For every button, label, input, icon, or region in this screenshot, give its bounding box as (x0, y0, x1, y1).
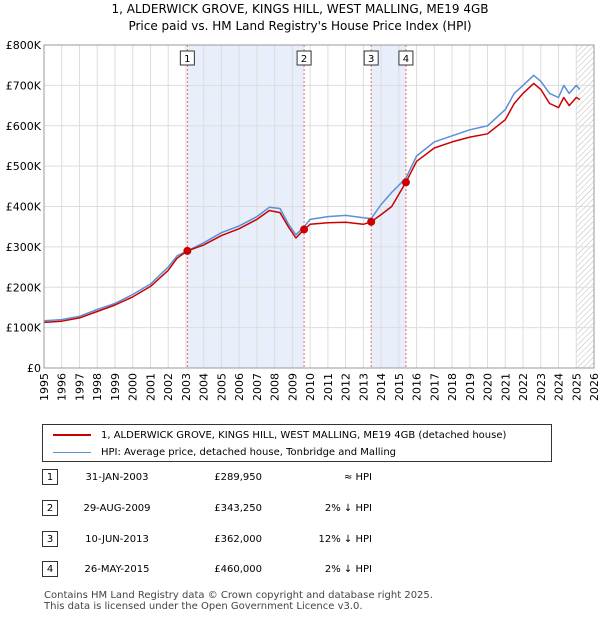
x-tick-label: 2007 (251, 373, 264, 401)
y-tick-label: £700K (6, 79, 42, 92)
y-tick-label: £400K (6, 201, 42, 214)
x-tick-label: 2000 (127, 373, 140, 401)
y-tick-label: £600K (6, 120, 42, 133)
x-tick-label: 2021 (499, 373, 512, 401)
x-tick-label: 2024 (553, 373, 566, 401)
legend-label-price: 1, ALDERWICK GROVE, KINGS HILL, WEST MAL… (101, 429, 507, 441)
transaction-hpi-diff: ≈ HPI (343, 472, 372, 483)
x-tick-label: 1997 (73, 373, 86, 401)
transaction-marker (367, 217, 376, 226)
x-tick-label: 2009 (286, 373, 299, 401)
transaction-number: 3 (42, 531, 58, 547)
x-tick-label: 2012 (340, 373, 353, 401)
transaction-number: 2 (42, 500, 58, 516)
x-tick-label: 2019 (464, 373, 477, 401)
transaction-label: 2 (301, 54, 307, 65)
transaction-label-box (363, 50, 379, 66)
transaction-price: £343,250 (214, 503, 262, 514)
x-tick-label: 2010 (304, 373, 317, 401)
x-tick-label: 2023 (535, 373, 548, 401)
x-tick-label: 2001 (144, 373, 157, 401)
y-tick-label: £100K (6, 322, 42, 335)
x-tick-label: 2006 (233, 373, 246, 401)
transaction-date: 31-JAN-2003 (85, 472, 149, 483)
y-tick-label: £800K (6, 39, 42, 52)
plot-frame (43, 44, 595, 369)
x-tick-label: 2005 (215, 373, 228, 401)
x-tick-label: 2011 (322, 373, 335, 401)
x-tick-label: 2015 (393, 373, 406, 401)
transaction-hpi-diff: 2% ↓ HPI (324, 564, 372, 575)
transaction-marker (183, 246, 192, 255)
table-row: 2 29-AUG-2009 £343,250 2% ↓ HPI (42, 500, 600, 520)
transaction-label: 3 (368, 54, 374, 65)
x-tick-label: 2022 (517, 373, 530, 401)
transaction-hpi-diff: 2% ↓ HPI (324, 503, 372, 514)
transaction-label: 4 (403, 54, 409, 65)
y-tick-label: £300K (6, 241, 42, 254)
x-tick-label: 2003 (180, 373, 193, 401)
legend-swatch-price (53, 434, 91, 436)
x-tick-label: 2013 (357, 373, 370, 401)
transaction-hpi-diff: 12% ↓ HPI (318, 534, 372, 545)
y-tick-label: £500K (6, 160, 42, 173)
x-tick-label: 2008 (269, 373, 282, 401)
transaction-date: 10-JUN-2013 (85, 534, 149, 545)
x-tick-label: 2025 (570, 373, 583, 401)
transaction-price: £362,000 (214, 534, 262, 545)
legend-swatch-hpi (53, 451, 91, 453)
legend: 1, ALDERWICK GROVE, KINGS HILL, WEST MAL… (42, 424, 552, 462)
y-tick-label: £200K (6, 281, 42, 294)
hpi-series-line (43, 74, 581, 322)
x-tick-label: 2018 (446, 373, 459, 401)
transaction-label-box (179, 50, 195, 66)
x-tick-label: 1999 (109, 373, 122, 401)
price-series-line (43, 82, 581, 324)
table-row: 3 10-JUN-2013 £362,000 12% ↓ HPI (42, 531, 600, 551)
transaction-marker (401, 178, 410, 187)
x-tick-label: 2020 (482, 373, 495, 401)
legend-item-hpi: HPI: Average price, detached house, Tonb… (53, 444, 396, 460)
legend-item-price: 1, ALDERWICK GROVE, KINGS HILL, WEST MAL… (53, 427, 506, 443)
transaction-marker (300, 225, 309, 234)
x-tick-label: 1995 (38, 373, 51, 401)
transaction-label: 1 (184, 54, 190, 65)
transaction-date: 26-MAY-2015 (84, 564, 150, 575)
transaction-label-box (296, 50, 312, 66)
transaction-number: 4 (42, 561, 58, 577)
table-row: 1 31-JAN-2003 £289,950 ≈ HPI (42, 469, 600, 489)
price-chart: 1 2 3 4 £0 £100K £200K £300K £400K £500K £600K £70… (6, 39, 600, 401)
footer-licence: This data is licensed under the Open Gov… (44, 601, 363, 612)
x-tick-label: 2026 (588, 373, 600, 401)
chart-title-line2: Price paid vs. HM Land Registry's House … (128, 19, 472, 33)
footer-copyright: Contains HM Land Registry data © Crown c… (44, 590, 433, 601)
transaction-number: 1 (42, 469, 58, 485)
table-row: 4 26-MAY-2015 £460,000 2% ↓ HPI (42, 561, 600, 581)
y-tick-label: £0 (27, 362, 41, 375)
x-tick-label: 2016 (411, 373, 424, 401)
x-tick-label: 1996 (56, 373, 69, 401)
transaction-label-box (398, 50, 414, 66)
chart-title-line1: 1, ALDERWICK GROVE, KINGS HILL, WEST MAL… (111, 2, 489, 16)
x-tick-label: 2014 (375, 373, 388, 401)
x-tick-label: 2017 (428, 373, 441, 401)
x-tick-label: 2002 (162, 373, 175, 401)
transaction-price: £460,000 (214, 564, 262, 575)
x-tick-label: 2004 (198, 373, 211, 401)
x-tick-label: 1998 (91, 373, 104, 401)
transaction-price: £289,950 (214, 472, 262, 483)
legend-label-hpi: HPI: Average price, detached house, Tonb… (101, 446, 397, 458)
transaction-date: 29-AUG-2009 (83, 503, 151, 514)
